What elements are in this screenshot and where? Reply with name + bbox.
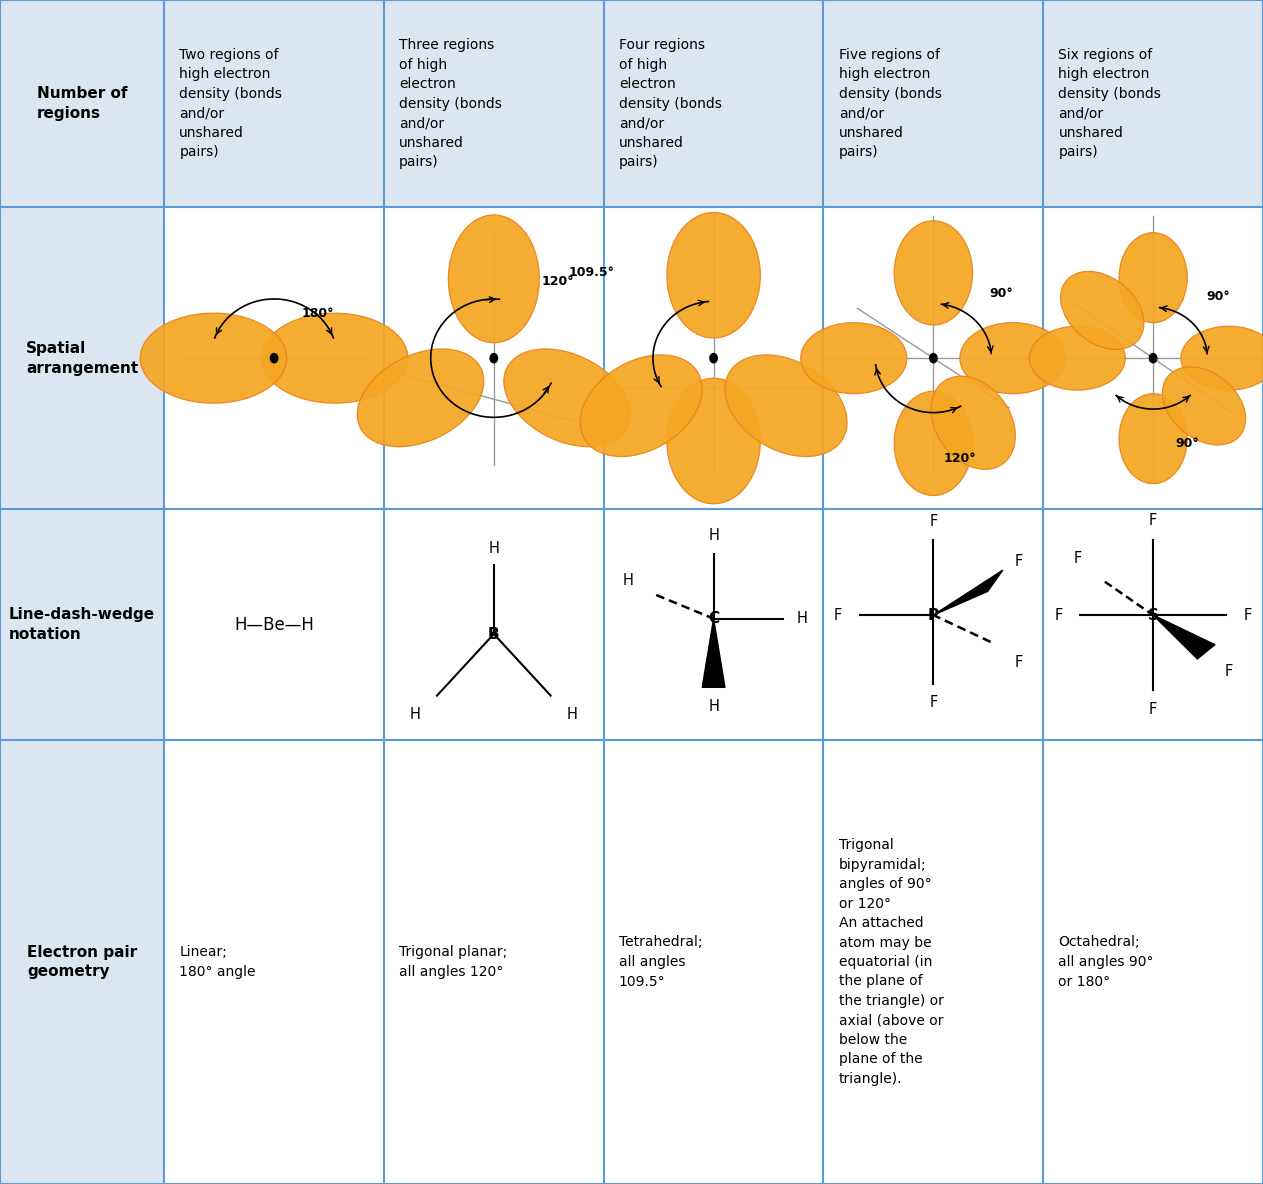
Text: Trigonal
bipyramidal;
angles of 90°
or 120°
An attached
atom may be
equatorial (: Trigonal bipyramidal; angles of 90° or 1… <box>839 838 943 1086</box>
Text: F: F <box>1244 607 1252 623</box>
Bar <box>164 509 384 740</box>
Ellipse shape <box>261 313 408 403</box>
Polygon shape <box>702 619 725 687</box>
Text: 90°: 90° <box>1176 437 1200 450</box>
Bar <box>164 740 384 1184</box>
Text: F: F <box>930 514 937 529</box>
Text: P: P <box>928 607 938 623</box>
Text: F: F <box>1055 607 1062 623</box>
Bar <box>1043 740 1263 1184</box>
Ellipse shape <box>667 379 760 504</box>
Bar <box>604 740 823 1184</box>
Text: F: F <box>1015 554 1023 570</box>
Text: H: H <box>623 573 633 588</box>
Ellipse shape <box>801 322 907 393</box>
Text: Electron pair
geometry: Electron pair geometry <box>27 945 138 979</box>
Ellipse shape <box>1162 367 1245 445</box>
Text: Five regions of
high electron
density (bonds
and/or
unshared
pairs): Five regions of high electron density (b… <box>839 47 941 160</box>
Text: 180°: 180° <box>302 307 335 320</box>
Text: F: F <box>834 607 841 623</box>
Bar <box>0 0 164 207</box>
Ellipse shape <box>1119 393 1187 483</box>
Ellipse shape <box>270 353 278 363</box>
Text: Tetrahedral;
all angles
109.5°: Tetrahedral; all angles 109.5° <box>619 935 702 989</box>
Text: 90°: 90° <box>989 287 1013 300</box>
Bar <box>823 740 1043 1184</box>
Text: H: H <box>410 707 421 722</box>
Bar <box>384 207 604 509</box>
Text: Line-dash-wedge
notation: Line-dash-wedge notation <box>9 607 155 642</box>
Bar <box>384 740 604 1184</box>
Bar <box>384 0 604 207</box>
Text: H—Be—H: H—Be—H <box>234 616 314 633</box>
Ellipse shape <box>504 349 630 446</box>
Bar <box>1043 207 1263 509</box>
Ellipse shape <box>931 377 1015 469</box>
Text: 109.5°: 109.5° <box>568 266 614 279</box>
Text: Three regions
of high
electron
density (bonds
and/or
unshared
pairs): Three regions of high electron density (… <box>399 38 501 169</box>
Ellipse shape <box>725 355 847 457</box>
Text: F: F <box>1015 655 1023 670</box>
Ellipse shape <box>1149 353 1157 363</box>
Text: Number of
regions: Number of regions <box>37 86 128 121</box>
Bar <box>823 0 1043 207</box>
Text: Trigonal planar;
all angles 120°: Trigonal planar; all angles 120° <box>399 945 508 979</box>
Text: F: F <box>1149 702 1157 718</box>
Bar <box>823 207 1043 509</box>
Bar <box>604 509 823 740</box>
Bar <box>0 207 164 509</box>
Text: Four regions
of high
electron
density (bonds
and/or
unshared
pairs): Four regions of high electron density (b… <box>619 38 721 169</box>
Bar <box>1043 509 1263 740</box>
Bar <box>823 509 1043 740</box>
Text: Spatial
arrangement: Spatial arrangement <box>27 341 138 375</box>
Text: Two regions of
high electron
density (bonds
and/or
unshared
pairs): Two regions of high electron density (bo… <box>179 47 282 160</box>
Text: H: H <box>489 541 499 556</box>
Text: H: H <box>797 611 807 626</box>
Text: 90°: 90° <box>1206 290 1230 303</box>
Ellipse shape <box>710 353 717 363</box>
Text: F: F <box>1149 513 1157 528</box>
Text: F: F <box>1074 551 1081 566</box>
Ellipse shape <box>894 391 973 495</box>
Bar <box>164 0 384 207</box>
Ellipse shape <box>140 313 287 403</box>
Bar <box>164 207 384 509</box>
Ellipse shape <box>357 349 484 446</box>
Ellipse shape <box>894 220 973 324</box>
Bar <box>1043 0 1263 207</box>
Bar <box>0 740 164 1184</box>
Text: F: F <box>1225 664 1233 680</box>
Text: 120°: 120° <box>943 452 976 465</box>
Bar <box>604 0 823 207</box>
Ellipse shape <box>1119 232 1187 322</box>
Text: Octahedral;
all angles 90°
or 180°: Octahedral; all angles 90° or 180° <box>1058 935 1154 989</box>
Text: F: F <box>930 695 937 710</box>
Ellipse shape <box>1029 326 1125 390</box>
Ellipse shape <box>667 213 760 339</box>
Ellipse shape <box>1181 326 1263 390</box>
Ellipse shape <box>928 353 937 363</box>
Text: B: B <box>488 626 500 642</box>
Bar <box>384 509 604 740</box>
Polygon shape <box>933 570 1003 616</box>
Polygon shape <box>1153 616 1215 658</box>
Text: H: H <box>709 528 719 543</box>
Bar <box>604 207 823 509</box>
Text: C: C <box>709 611 719 626</box>
Text: S: S <box>1148 607 1158 623</box>
Ellipse shape <box>960 322 1066 393</box>
Text: H: H <box>709 699 719 714</box>
Text: Six regions of
high electron
density (bonds
and/or
unshared
pairs): Six regions of high electron density (bo… <box>1058 47 1161 160</box>
Text: 120°: 120° <box>542 275 575 288</box>
Text: H: H <box>567 707 577 722</box>
Ellipse shape <box>580 355 702 457</box>
Ellipse shape <box>448 215 539 343</box>
Text: Linear;
180° angle: Linear; 180° angle <box>179 945 256 979</box>
Ellipse shape <box>1061 271 1144 349</box>
Bar <box>0 509 164 740</box>
Ellipse shape <box>490 353 498 363</box>
